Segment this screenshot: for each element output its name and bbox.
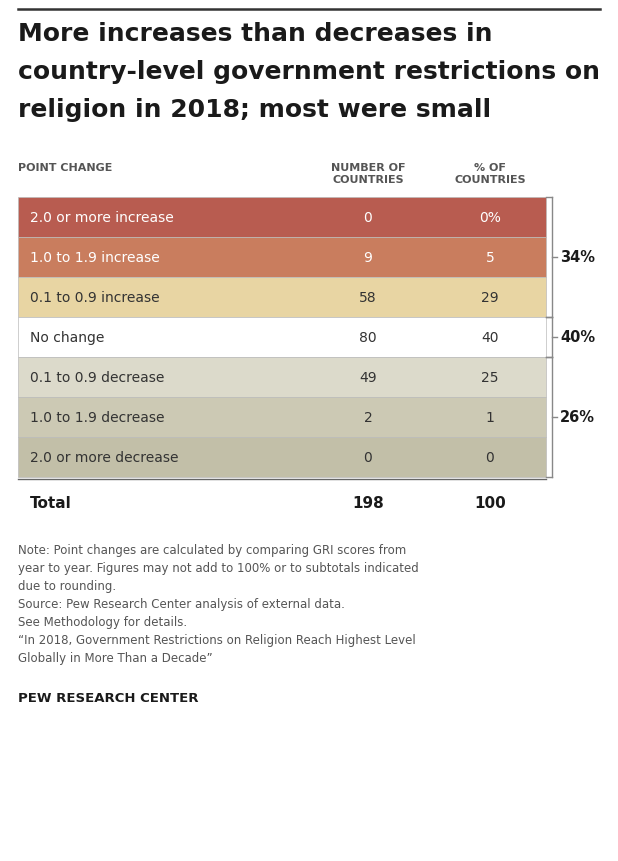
Text: 80: 80 xyxy=(359,331,377,344)
Text: 2.0 or more increase: 2.0 or more increase xyxy=(30,211,174,225)
Bar xyxy=(18,198,546,238)
Text: 29: 29 xyxy=(481,291,499,305)
Text: 0.1 to 0.9 increase: 0.1 to 0.9 increase xyxy=(30,291,159,305)
Text: 0.1 to 0.9 decrease: 0.1 to 0.9 decrease xyxy=(30,370,164,385)
Text: 2: 2 xyxy=(363,411,373,424)
Bar xyxy=(18,437,546,478)
Text: 49: 49 xyxy=(359,370,377,385)
Text: 100: 100 xyxy=(474,496,506,511)
Bar xyxy=(18,278,546,318)
Text: 0%: 0% xyxy=(479,211,501,225)
Text: 1: 1 xyxy=(486,411,494,424)
Text: 40%: 40% xyxy=(560,330,595,345)
Text: Total: Total xyxy=(30,496,72,511)
Text: Note: Point changes are calculated by comparing GRI scores from
year to year. Fi: Note: Point changes are calculated by co… xyxy=(18,543,419,664)
Text: 0: 0 xyxy=(486,450,494,464)
Text: 0: 0 xyxy=(363,450,373,464)
Bar xyxy=(18,318,546,357)
Text: 25: 25 xyxy=(481,370,499,385)
Text: More increases than decreases in: More increases than decreases in xyxy=(18,22,493,46)
Text: 26%: 26% xyxy=(560,410,595,425)
Text: 58: 58 xyxy=(359,291,377,305)
Text: PEW RESEARCH CENTER: PEW RESEARCH CENTER xyxy=(18,691,198,704)
Text: 0: 0 xyxy=(363,211,373,225)
Bar xyxy=(18,238,546,278)
Text: country-level government restrictions on: country-level government restrictions on xyxy=(18,60,600,84)
Text: 5: 5 xyxy=(486,251,494,264)
Text: 1.0 to 1.9 decrease: 1.0 to 1.9 decrease xyxy=(30,411,164,424)
Text: 1.0 to 1.9 increase: 1.0 to 1.9 increase xyxy=(30,251,159,264)
Text: 34%: 34% xyxy=(560,251,595,265)
Text: 2.0 or more decrease: 2.0 or more decrease xyxy=(30,450,179,464)
Text: religion in 2018; most were small: religion in 2018; most were small xyxy=(18,98,491,122)
Text: 9: 9 xyxy=(363,251,373,264)
Text: % OF
COUNTRIES: % OF COUNTRIES xyxy=(454,163,526,185)
Text: POINT CHANGE: POINT CHANGE xyxy=(18,163,112,173)
Bar xyxy=(18,398,546,437)
Text: No change: No change xyxy=(30,331,104,344)
Bar xyxy=(18,357,546,398)
Text: NUMBER OF
COUNTRIES: NUMBER OF COUNTRIES xyxy=(331,163,405,185)
Text: 40: 40 xyxy=(481,331,499,344)
Text: 198: 198 xyxy=(352,496,384,511)
